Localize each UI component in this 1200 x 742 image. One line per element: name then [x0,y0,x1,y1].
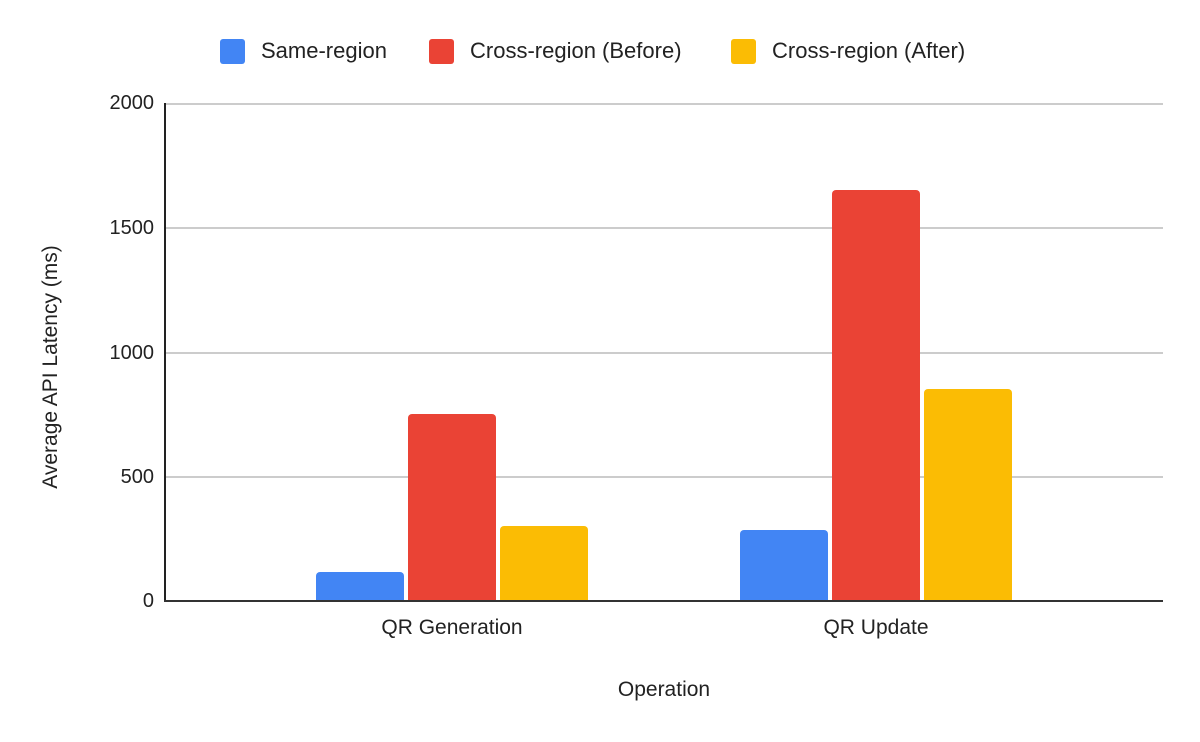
bar-qr-update-cross-region-after [924,389,1012,601]
y-tick-2000: 2000 [109,92,155,114]
bar-qr-update-same-region [740,530,828,601]
gridline-1500 [165,227,1163,229]
bar-qr-update-cross-region-before [832,190,920,601]
plot-area [165,103,1163,601]
chart-legend: Same-region Cross-region (Before) Cross-… [0,36,1200,66]
legend-item-cross-region-after: Cross-region (After) [731,36,965,66]
x-tick-qr-generation: QR Generation [381,616,523,639]
bar-qr-generation-cross-region-after [500,526,588,601]
legend-swatch-yellow-icon [731,38,756,64]
gridline-2000 [165,103,1163,105]
bar-qr-generation-same-region [316,572,404,601]
bar-qr-generation-cross-region-before [408,414,496,601]
legend-item-same-region: Same-region [220,36,387,66]
gridline-1000 [165,352,1163,354]
x-axis-title: Operation [617,678,711,701]
gridline-500 [165,476,1163,478]
legend-item-cross-region-before: Cross-region (Before) [429,36,682,66]
y-tick-0: 0 [142,590,154,612]
legend-label: Cross-region (Before) [470,38,682,63]
legend-label: Cross-region (After) [772,38,966,63]
legend-label: Same-region [261,38,387,63]
y-tick-1000: 1000 [109,342,155,364]
x-axis-line [164,600,1163,602]
y-axis-title: Average API Latency (ms) [39,245,62,489]
y-tick-500: 500 [120,466,154,488]
legend-swatch-blue-icon [220,38,245,64]
y-axis-line [164,103,166,602]
legend-swatch-red-icon [429,38,454,64]
y-tick-1500: 1500 [109,217,155,239]
x-tick-qr-update: QR Update [823,616,929,639]
